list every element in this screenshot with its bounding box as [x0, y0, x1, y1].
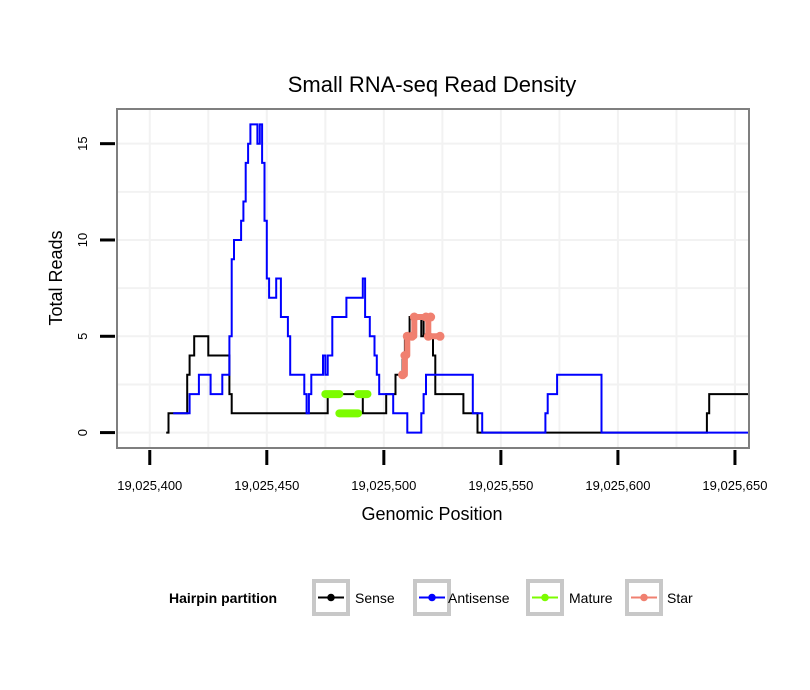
chart-title: Small RNA-seq Read Density	[288, 72, 577, 97]
y-tick-label: 10	[75, 233, 90, 247]
series-star-point	[426, 312, 436, 322]
series-star-point	[435, 331, 445, 341]
frame-layer	[116, 108, 750, 449]
legend-label: Mature	[569, 590, 613, 606]
y-tick-label: 5	[75, 333, 90, 340]
legend-label: Sense	[355, 590, 395, 606]
x-tick-label: 19,025,400	[117, 478, 182, 493]
y-axis-title: Total Reads	[46, 230, 66, 325]
x-tick-label: 19,025,650	[702, 478, 767, 493]
series-star-point	[423, 331, 433, 341]
legend-key-point	[541, 593, 549, 602]
legend-label: Antisense	[448, 590, 510, 606]
legend-item-mature: Mature	[526, 579, 613, 616]
legend: Hairpin partition Sense Antisense Mature St…	[169, 579, 693, 616]
series-layer	[166, 123, 750, 434]
x-axis-title: Genomic Position	[361, 504, 502, 524]
legend-item-star: Star	[625, 579, 693, 616]
x-tick-label: 19,025,450	[234, 478, 299, 493]
x-tick-label: 19,025,600	[585, 478, 650, 493]
x-tick-label: 19,025,550	[468, 478, 533, 493]
x-tick-label: 19,025,500	[351, 478, 416, 493]
legend-key-point	[428, 593, 436, 602]
y-tick-label: 0	[75, 429, 90, 436]
legend-key-point	[327, 593, 335, 602]
legend-label: Star	[667, 590, 693, 606]
series-star-point	[407, 331, 417, 341]
series-star-point	[409, 312, 419, 322]
legend-key-point	[640, 593, 648, 602]
grid-layer	[117, 109, 749, 448]
legend-item-sense: Sense	[312, 579, 395, 616]
series-antisense-line	[173, 123, 749, 434]
y-tick-label: 15	[75, 136, 90, 150]
series-star-point	[398, 370, 408, 380]
tick-layer: 19,025,400 19,025,450 19,025,500 19,025,550…	[75, 136, 767, 493]
legend-item-antisense: Antisense	[413, 579, 510, 616]
legend-title: Hairpin partition	[169, 590, 277, 606]
series-star-point	[400, 351, 410, 361]
plot-frame	[116, 108, 750, 449]
